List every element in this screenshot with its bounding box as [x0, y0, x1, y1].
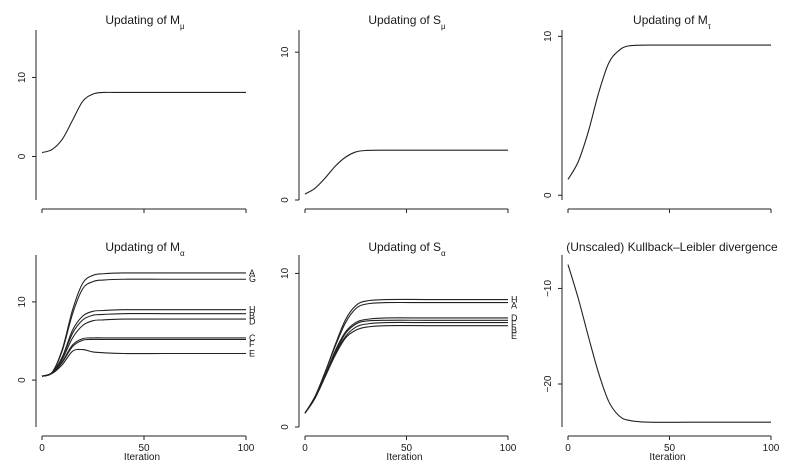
series-label: H [249, 305, 256, 315]
x-axis-label: Iteration [386, 452, 422, 463]
series-line-c [41, 337, 246, 377]
y-tick-label: −20 [543, 375, 554, 392]
series-label: H [511, 295, 518, 305]
series-label: A [511, 301, 517, 311]
series-label: B [511, 325, 517, 335]
x-tick-label: 100 [763, 443, 780, 454]
series-label: G [249, 274, 256, 284]
panel-title: (Unscaled) Kullback–Leibler divergence [566, 240, 778, 254]
series-line-e [41, 348, 247, 377]
x-axis-label: Iteration [649, 452, 685, 463]
series-line-1 [304, 149, 508, 195]
y-tick-label: 10 [280, 267, 291, 279]
series-label: A [249, 268, 255, 278]
panel-title-subscript: μ [180, 22, 185, 31]
y-tick-label: 0 [17, 153, 28, 159]
y-tick-label: 10 [280, 46, 291, 58]
panel-2: Updating of Sμ 0 10 [280, 13, 509, 213]
series-line-1 [41, 91, 246, 154]
x-tick-label: 50 [664, 443, 676, 454]
panel-title: Updating of Mα [105, 240, 185, 258]
panel-title-main: Updating of S [368, 13, 441, 27]
series-label: E [249, 349, 255, 359]
x-tick-label: 50 [401, 443, 413, 454]
panel-1: Updating of Mμ 0 10 [17, 13, 247, 213]
panel-title: Updating of Mμ [105, 13, 185, 31]
x-tick-label: 100 [238, 443, 255, 454]
panel-3: Updating of Mτ 0 10 [543, 13, 772, 213]
panel-title-subscript: α [441, 249, 446, 258]
x-tick-label: 100 [500, 443, 517, 454]
x-tick-label: 50 [138, 443, 150, 454]
panel-title-main: Updating of M [105, 13, 180, 27]
series-line-f [304, 319, 508, 414]
x-tick-label: 0 [565, 443, 571, 454]
panel-title-subscript: α [180, 249, 185, 258]
panel-6: (Unscaled) Kullback–Leibler divergence −2… [543, 240, 780, 463]
panel-title: Updating of Mτ [633, 13, 712, 31]
x-tick-label: 0 [39, 443, 45, 454]
series-line-d [41, 318, 246, 377]
panel-title: Updating of Sα [368, 240, 446, 258]
y-tick-label: 0 [280, 424, 291, 430]
y-tick-label: −10 [543, 280, 554, 297]
series-line-a [41, 272, 246, 377]
series-line-h [304, 298, 508, 414]
y-tick-label: 10 [17, 71, 28, 83]
panel-title-main: Updating of M [633, 13, 708, 27]
panel-title-main: Updating of M [105, 240, 180, 254]
series-label: B [249, 311, 255, 321]
y-tick-label: 0 [17, 377, 28, 383]
series-line-f [41, 338, 246, 377]
series-line-b [41, 313, 246, 377]
series-line-1 [567, 264, 771, 423]
series-line-a [304, 301, 508, 414]
series-line-g [41, 278, 246, 377]
series-line-e [304, 324, 508, 414]
y-tick-label: 0 [543, 192, 554, 198]
y-tick-label: 10 [543, 30, 554, 42]
series-label: F [511, 319, 517, 329]
panel-title-main: (Unscaled) Kullback–Leibler divergence [566, 240, 778, 254]
y-tick-label: 0 [280, 197, 291, 203]
panel-title-subscript: μ [441, 22, 446, 31]
series-line-1 [567, 44, 771, 180]
series-label: D [249, 317, 256, 327]
panel-title: Updating of Sμ [368, 13, 446, 31]
x-tick-label: 0 [302, 443, 308, 454]
series-label: C [249, 333, 256, 343]
x-axis-label: Iteration [124, 452, 160, 463]
series-label: D [511, 313, 518, 323]
series-label: F [249, 339, 255, 349]
series-line-d [304, 317, 508, 414]
panel-title-subscript: τ [708, 22, 712, 31]
series-label: E [511, 331, 517, 341]
series-line-b [304, 321, 508, 414]
panel-title-main: Updating of S [368, 240, 441, 254]
y-tick-label: 10 [17, 296, 28, 308]
